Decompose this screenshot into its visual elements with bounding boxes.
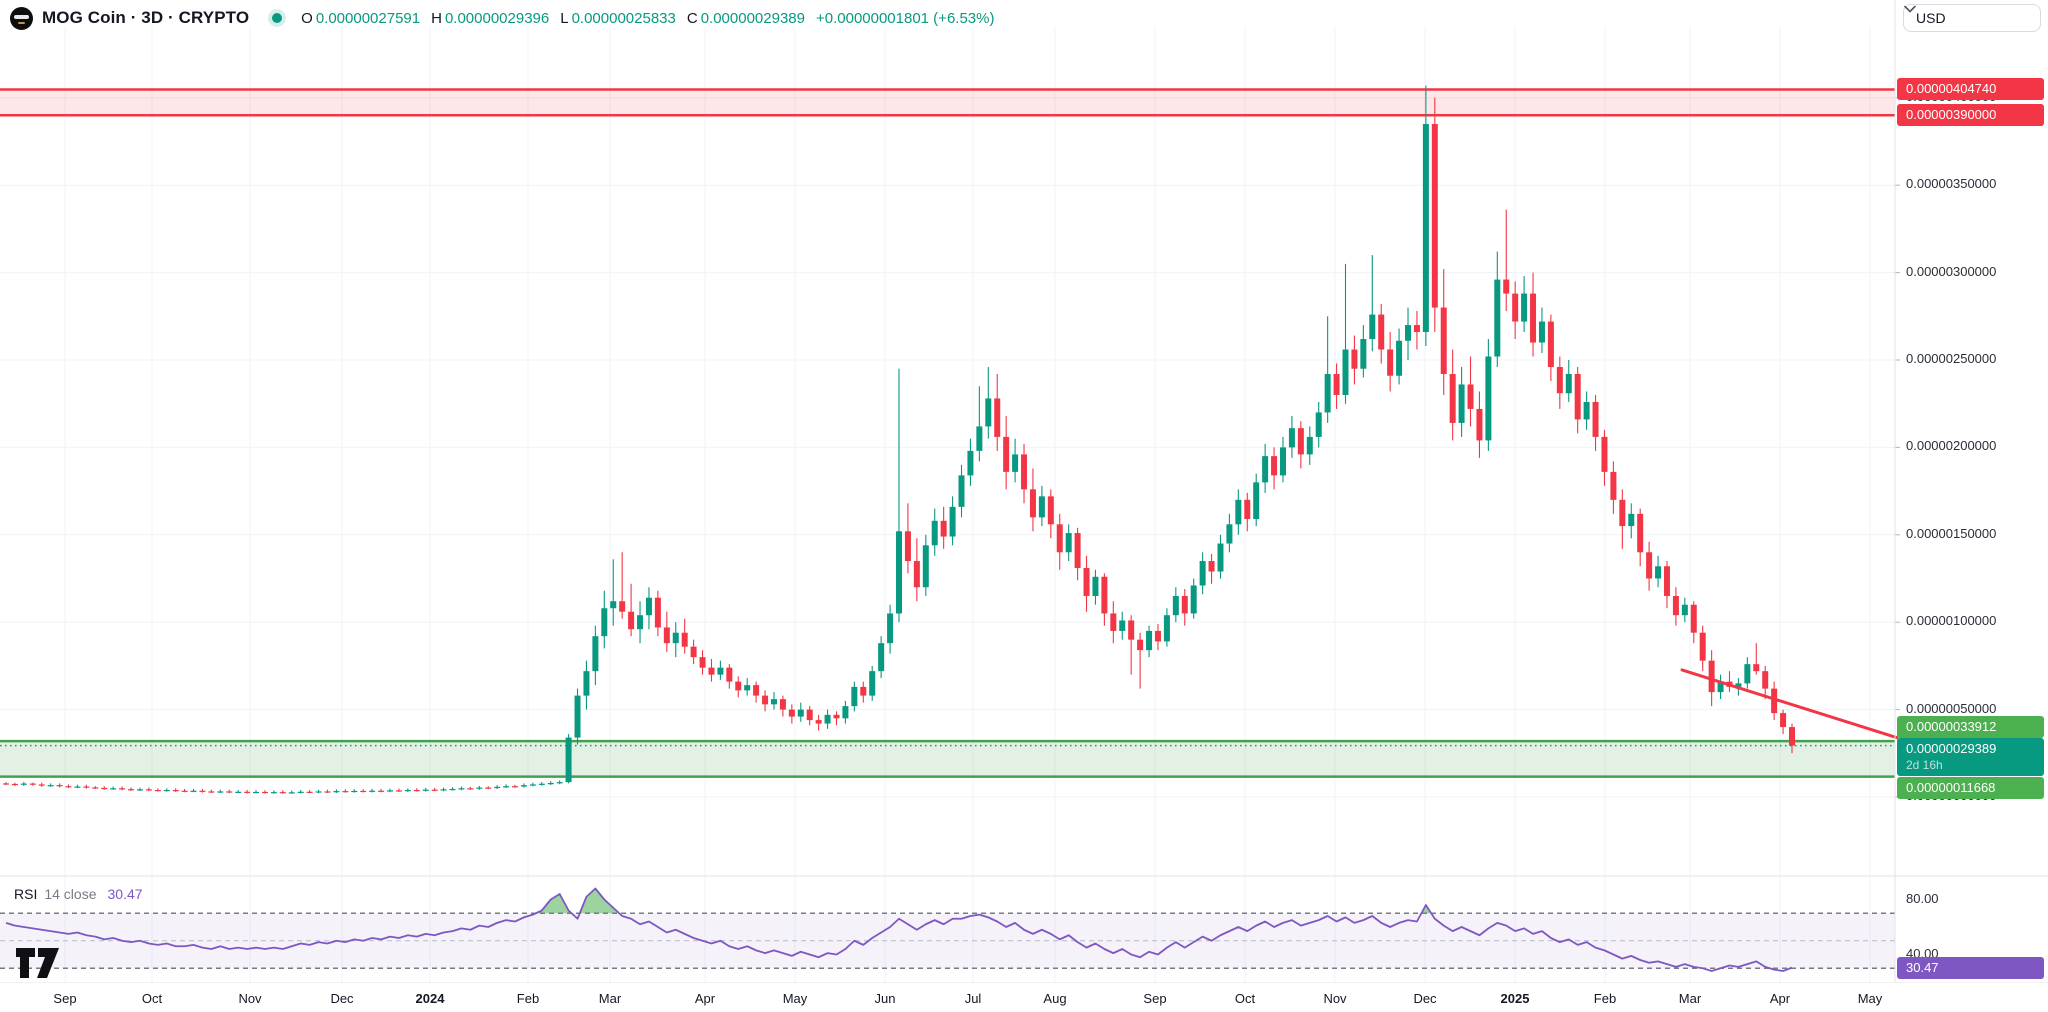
month-tick-label: Nov bbox=[238, 991, 262, 1006]
bar-countdown: 2d 16h bbox=[1906, 758, 1943, 772]
month-tick-label: Sep bbox=[1143, 991, 1167, 1006]
symbol-title[interactable]: MOG Coin · 3D · CRYPTO bbox=[42, 8, 250, 27]
currency-value: USD bbox=[1916, 10, 1946, 26]
month-tick-label: Dec bbox=[330, 991, 354, 1006]
price-tick-label: 0.00000150000 bbox=[1906, 525, 1997, 541]
symbol-logo-icon[interactable] bbox=[10, 6, 33, 30]
time-axis[interactable]: Sep Oct Nov Dec 2024 Feb Mar Apr May Jun Jul Aug Sep… bbox=[0, 983, 2048, 1012]
ohlc-values: O 0.00000027591 H 0.00000029396 L 0.0000002… bbox=[301, 10, 994, 27]
high-value: 0.00000029396 bbox=[444, 9, 550, 27]
candlestick-series bbox=[3, 85, 1795, 794]
low-value: 0.00000025833 bbox=[571, 9, 676, 27]
price-tick-label: 0.00000350000 bbox=[1906, 176, 1997, 192]
rsi-tick-label: 40.00 bbox=[1906, 945, 1939, 961]
price-tick-label: 0.00000050000 bbox=[1906, 700, 1997, 716]
price-tick-label: 0.00000250000 bbox=[1906, 351, 1997, 366]
month-tick-label: Nov bbox=[1323, 991, 1347, 1006]
price-tick-label: 0.00000300000 bbox=[1906, 263, 1997, 279]
open-value: 0.00000027591 bbox=[315, 9, 421, 27]
month-tick-label: Apr bbox=[1769, 991, 1791, 1006]
close-label: C bbox=[686, 9, 698, 27]
month-tick-label: 2025 bbox=[1500, 991, 1530, 1006]
high-label: H bbox=[431, 9, 442, 27]
month-tick-label: Oct bbox=[1234, 991, 1256, 1006]
change-value: +0.00000001801 (+6.53%) bbox=[815, 9, 995, 27]
current-price-badge: 0.00000029389 2d 16h bbox=[1897, 738, 2044, 776]
month-tick-label: Oct bbox=[141, 991, 163, 1006]
month-tick-label: Dec bbox=[1413, 991, 1437, 1006]
rsi-title: RSI bbox=[14, 886, 38, 902]
month-tick-label: Mar bbox=[598, 991, 622, 1006]
supply-zone-top-price-badge: 0.00000404740 bbox=[1897, 78, 2044, 100]
month-tick-label: Feb bbox=[516, 991, 540, 1006]
open-label: O bbox=[301, 9, 313, 27]
month-tick-label: Feb bbox=[1593, 991, 1617, 1006]
market-status-icon[interactable] bbox=[272, 13, 283, 23]
trendline-price-badge: 0.00000033912 bbox=[1897, 716, 2044, 738]
tradingview-logo[interactable] bbox=[14, 938, 62, 980]
demand-zone-bottom-price-badge: 0.00000011668 bbox=[1897, 777, 2044, 799]
month-tick-label: Jul bbox=[964, 991, 982, 1006]
rsi-legend[interactable]: RSI 14 close 30.47 bbox=[14, 886, 143, 902]
month-tick-label: Aug bbox=[1043, 991, 1067, 1006]
supply-zone-bottom-price-badge: 0.00000390000 bbox=[1897, 104, 2044, 126]
rsi-tick-label: 80.00 bbox=[1906, 890, 1939, 906]
close-value: 0.00000029389 bbox=[700, 9, 805, 27]
rsi-current-value: 30.47 bbox=[107, 886, 143, 902]
month-tick-label: May bbox=[782, 991, 808, 1006]
month-tick-label: Apr bbox=[694, 991, 716, 1006]
chevron-down-icon bbox=[1904, 5, 1916, 13]
demand-zone bbox=[0, 741, 1895, 777]
trendline bbox=[1680, 668, 1899, 740]
month-tick-label: Sep bbox=[53, 991, 77, 1006]
supply-zone bbox=[0, 89, 1895, 116]
rsi-overbought-fill bbox=[1421, 905, 1432, 914]
price-tick-label: 0.00000100000 bbox=[1906, 613, 1997, 629]
month-tick-label: Mar bbox=[1678, 991, 1702, 1006]
month-tick-label: May bbox=[1857, 991, 1883, 1006]
month-tick-label: 2024 bbox=[415, 991, 445, 1006]
rsi-params: 14 close bbox=[44, 886, 97, 902]
low-label: L bbox=[560, 9, 569, 27]
price-tick-label: 0.00000200000 bbox=[1906, 438, 1997, 454]
rsi-overbought-fill bbox=[535, 894, 572, 914]
month-tick-label: Jun bbox=[874, 991, 896, 1006]
currency-selector[interactable]: USD bbox=[1903, 4, 2041, 32]
rsi-value-badge: 30.47 bbox=[1897, 957, 2044, 979]
current-price-value: 0.00000029389 bbox=[1906, 741, 1997, 756]
rsi-line bbox=[5, 887, 1793, 972]
